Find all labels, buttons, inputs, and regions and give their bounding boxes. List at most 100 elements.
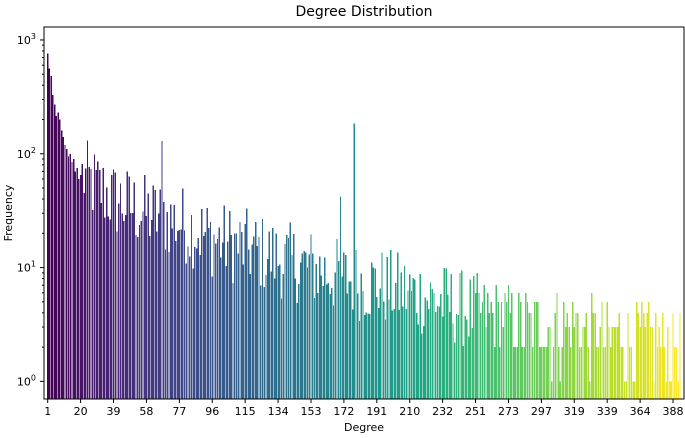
- bar: [592, 312, 595, 399]
- bar: [376, 296, 378, 399]
- bar: [616, 327, 619, 399]
- bar: [504, 292, 506, 399]
- bar: [187, 246, 189, 399]
- x-tick-label: 77: [172, 405, 186, 418]
- bar: [538, 347, 541, 399]
- bar: [327, 283, 330, 399]
- bar: [275, 233, 278, 399]
- bar: [277, 265, 279, 399]
- bar: [526, 301, 529, 399]
- bar: [221, 242, 224, 399]
- bar: [507, 285, 510, 399]
- bar: [620, 347, 622, 399]
- x-tick-label: 364: [630, 405, 651, 418]
- bar: [577, 312, 579, 399]
- bar: [599, 327, 601, 399]
- bar: [365, 312, 368, 399]
- bar: [197, 238, 200, 399]
- bar: [583, 327, 586, 399]
- bar: [161, 140, 163, 400]
- bar: [325, 284, 328, 399]
- bar: [282, 274, 284, 399]
- bar: [518, 292, 520, 399]
- bar: [178, 230, 181, 399]
- bar: [551, 381, 553, 399]
- bar: [220, 257, 222, 399]
- bar: [558, 347, 560, 399]
- bar: [157, 213, 160, 399]
- bar: [407, 290, 409, 399]
- bar: [355, 250, 357, 399]
- bar: [540, 347, 543, 399]
- y-tick-label: 100: [17, 373, 36, 388]
- bar: [53, 104, 56, 400]
- bar: [176, 231, 179, 399]
- bar: [405, 308, 407, 399]
- bar: [381, 252, 383, 399]
- bar: [519, 301, 522, 399]
- bar: [182, 188, 184, 399]
- x-tick-label: 153: [300, 405, 321, 418]
- x-tick-label: 339: [597, 405, 618, 418]
- bar: [476, 272, 478, 399]
- bar: [93, 154, 96, 399]
- bar: [604, 347, 607, 399]
- bar: [561, 347, 563, 399]
- bar: [256, 245, 258, 399]
- bar: [150, 219, 153, 399]
- bar: [67, 156, 70, 399]
- bar: [52, 94, 54, 399]
- bar: [471, 328, 473, 399]
- bar: [563, 301, 565, 399]
- bar: [611, 327, 614, 399]
- bar: [124, 214, 127, 399]
- bar: [615, 327, 617, 399]
- bar: [357, 293, 359, 399]
- bar: [105, 187, 108, 399]
- bar: [641, 301, 643, 399]
- bar: [227, 241, 229, 399]
- bar: [348, 281, 350, 399]
- bar: [230, 235, 233, 399]
- bar: [493, 347, 496, 399]
- bar: [180, 229, 182, 399]
- bar: [329, 294, 331, 399]
- bar: [570, 347, 572, 399]
- bar: [102, 168, 104, 399]
- y-axis-label: Frequency: [2, 184, 15, 241]
- bar: [253, 236, 255, 399]
- bar: [305, 252, 307, 399]
- bar: [478, 292, 480, 399]
- bar: [83, 193, 85, 399]
- bar: [92, 209, 94, 399]
- bar: [206, 208, 208, 399]
- bar: [360, 273, 362, 399]
- x-tick-label: 251: [465, 405, 486, 418]
- bar: [395, 283, 397, 399]
- bar: [168, 251, 170, 399]
- bar: [332, 305, 335, 399]
- bar: [228, 210, 231, 399]
- bar: [261, 218, 264, 399]
- bar: [514, 347, 517, 399]
- bar: [469, 279, 472, 399]
- bar: [353, 123, 355, 400]
- bar: [140, 220, 142, 399]
- x-tick-label: 39: [107, 405, 121, 418]
- bar: [400, 272, 402, 399]
- bar: [417, 324, 420, 399]
- bar: [461, 270, 463, 399]
- bar: [192, 268, 194, 399]
- bar: [57, 112, 59, 399]
- bar: [173, 204, 175, 399]
- bar: [234, 233, 236, 399]
- bar: [163, 202, 165, 399]
- bar: [166, 211, 168, 399]
- bar: [239, 221, 241, 399]
- bar: [542, 347, 544, 399]
- bar: [637, 312, 640, 399]
- bar: [284, 243, 286, 399]
- bar: [440, 294, 442, 399]
- bar: [528, 312, 530, 399]
- bar: [516, 347, 518, 399]
